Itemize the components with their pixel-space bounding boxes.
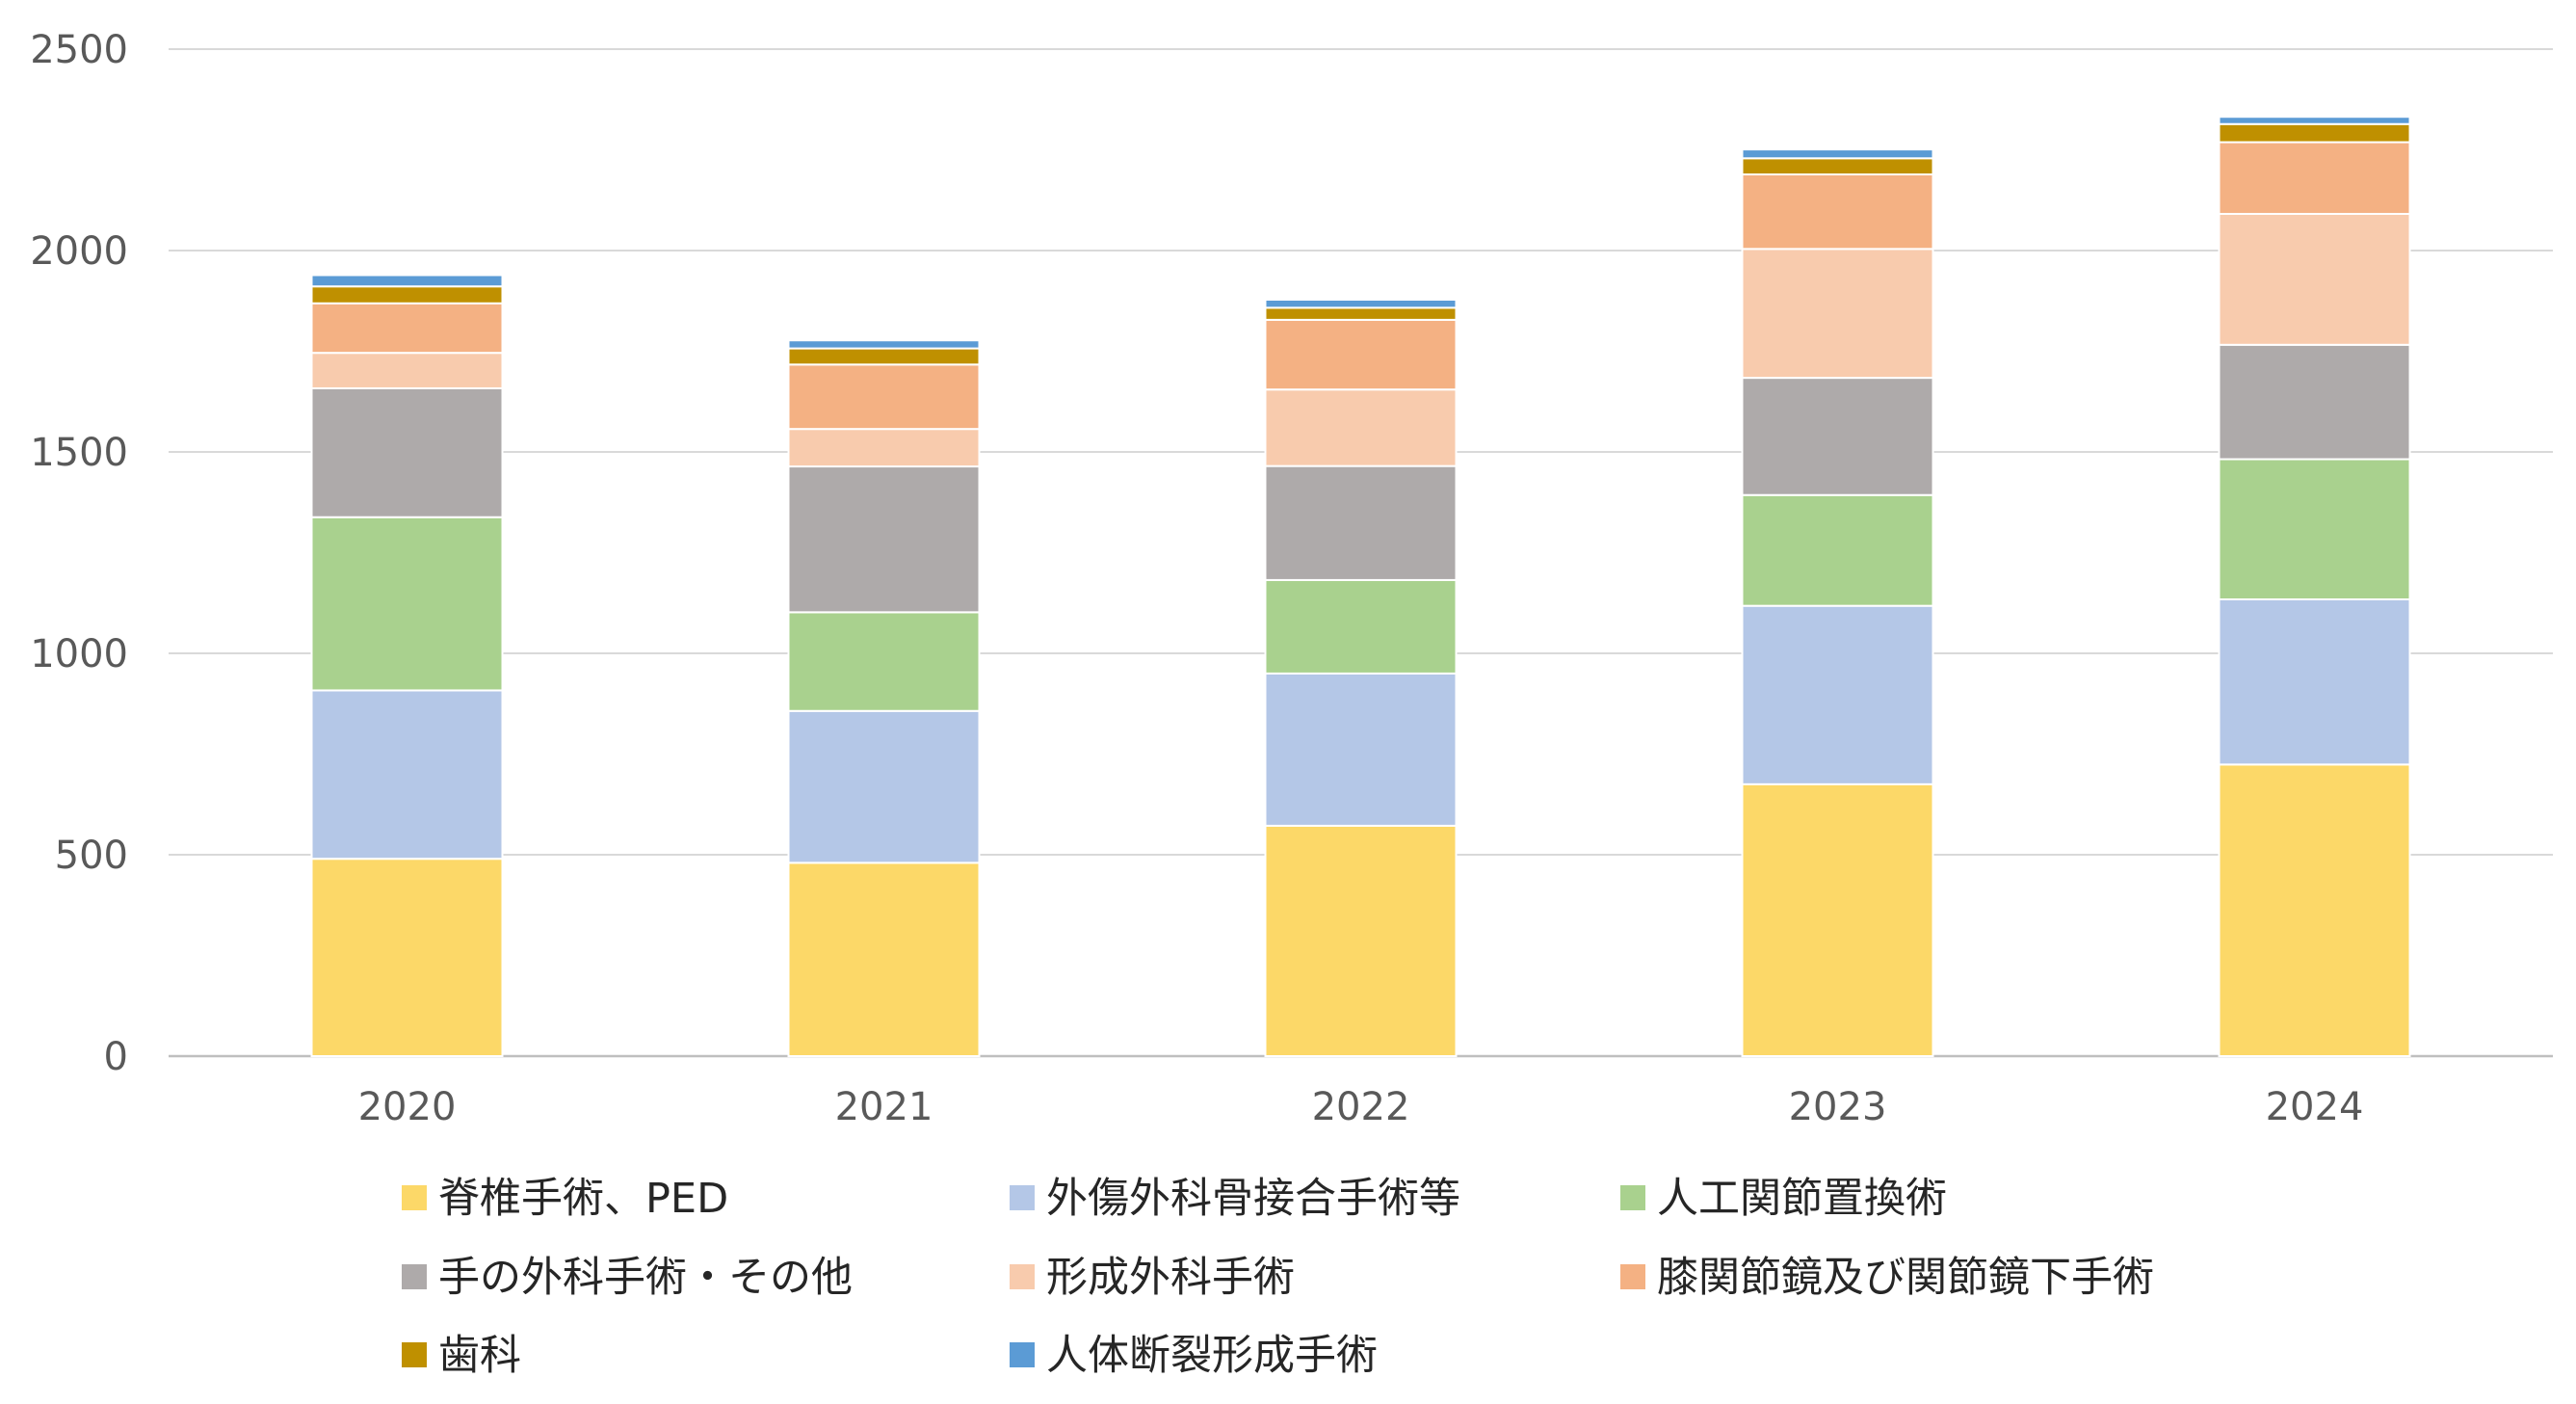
legend-label: 形成外科手術	[1046, 1254, 1295, 1302]
legend-swatch	[402, 1185, 427, 1210]
legend-label: 人工関節置換術	[1657, 1175, 1947, 1223]
y-tick-label: 1000	[30, 632, 128, 676]
legend-label: 手の外科手術・その他	[438, 1254, 853, 1302]
bar-segment	[787, 709, 981, 864]
legend-label: 人体断裂形成手術	[1046, 1332, 1378, 1380]
legend-swatch	[1010, 1342, 1035, 1367]
legend-swatch	[402, 1264, 427, 1289]
bar-segment	[310, 302, 504, 355]
bar-segment	[310, 386, 504, 518]
bar-segment	[1264, 824, 1458, 1057]
bar-segment	[1264, 388, 1458, 467]
bar-segment	[787, 465, 981, 614]
bar-segment	[2218, 458, 2411, 600]
bar-segment	[1264, 578, 1458, 675]
legend-swatch	[1620, 1185, 1645, 1210]
y-tick-label: 1500	[30, 431, 128, 475]
bar-segment	[310, 285, 504, 305]
bar-segment	[1741, 172, 1934, 251]
bar-segment	[1741, 377, 1934, 496]
bar-segment	[2218, 212, 2411, 346]
bar-segment	[310, 516, 504, 692]
bar-segment	[2218, 343, 2411, 461]
y-tick-label: 0	[104, 1035, 128, 1079]
y-tick-label: 2500	[30, 28, 128, 72]
x-tick-label: 2020	[358, 1085, 457, 1129]
x-tick-label: 2024	[2266, 1085, 2364, 1129]
bar-segment	[1741, 148, 1934, 160]
bar-segment	[1264, 672, 1458, 827]
bar-segment	[787, 428, 981, 468]
bar-segment	[1741, 248, 1934, 380]
bar-segment	[1741, 157, 1934, 175]
bar-segment	[787, 339, 981, 350]
bar-segment	[1264, 306, 1458, 321]
bar-segment	[1741, 493, 1934, 607]
bar-segment	[1264, 464, 1458, 581]
bar-segment	[310, 689, 504, 861]
bar-segment	[2218, 122, 2411, 144]
x-tick-label: 2021	[835, 1085, 933, 1129]
legend-label: 膝関節鏡及び関節鏡下手術	[1657, 1254, 2154, 1302]
legend-label: 外傷外科骨接合手術等	[1046, 1175, 1460, 1223]
bar-segment	[310, 352, 504, 389]
bar-segment	[310, 274, 504, 288]
bar-segment	[2218, 597, 2411, 766]
y-tick-label: 500	[55, 834, 128, 878]
bar-segment	[1264, 318, 1458, 391]
legend-swatch	[1010, 1185, 1035, 1210]
y-tick-label: 2000	[30, 229, 128, 274]
legend-label: 脊椎手術、PED	[438, 1175, 728, 1223]
x-tick-label: 2023	[1789, 1085, 1887, 1129]
x-axis-ticks: 2020 2021 2022 2023 2024	[358, 1085, 2364, 1129]
legend-label: 歯科	[438, 1332, 521, 1380]
bar-segment	[787, 347, 981, 366]
bar-segment	[310, 858, 504, 1057]
bar-segment	[787, 611, 981, 712]
bar-segment	[787, 363, 981, 431]
bar-segment	[1741, 782, 1934, 1057]
bar-segment	[2218, 141, 2411, 215]
bar-segment	[2218, 116, 2411, 125]
bar-segment	[2218, 763, 2411, 1057]
bar-segment	[787, 861, 981, 1057]
legend-swatch	[1620, 1264, 1645, 1289]
y-axis-ticks: 0 500 1000 1500 2000 2500	[30, 28, 128, 1079]
legend-swatch	[402, 1342, 427, 1367]
legend-swatch	[1010, 1264, 1035, 1289]
bar-segment	[1741, 604, 1934, 785]
bar-segment	[1264, 298, 1458, 309]
x-tick-label: 2022	[1312, 1085, 1410, 1129]
bars	[310, 116, 2411, 1057]
